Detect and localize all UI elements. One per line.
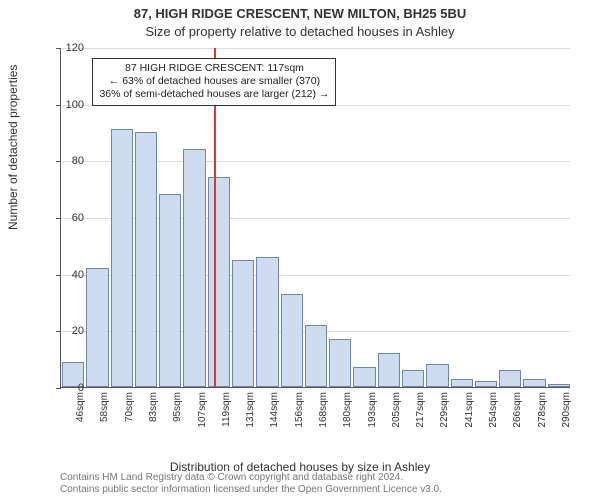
ytick-mark bbox=[56, 331, 61, 332]
xtick-label: 58sqm bbox=[99, 392, 110, 422]
gridline bbox=[61, 48, 570, 49]
histogram-bar bbox=[548, 384, 570, 387]
xtick-label: 70sqm bbox=[124, 392, 135, 422]
histogram-bar bbox=[208, 177, 230, 387]
xtick-label: 229sqm bbox=[439, 392, 450, 428]
ytick-mark bbox=[56, 275, 61, 276]
xtick-label: 107sqm bbox=[197, 392, 208, 428]
histogram-bar bbox=[353, 367, 375, 387]
annotation-line-3: 36% of semi-detached houses are larger (… bbox=[99, 88, 329, 101]
ytick-label: 20 bbox=[72, 325, 84, 337]
xtick-label: 266sqm bbox=[512, 392, 523, 428]
histogram-bar bbox=[86, 268, 108, 387]
histogram-bar bbox=[329, 339, 351, 387]
ytick-label: 120 bbox=[66, 42, 84, 54]
histogram-bar bbox=[281, 294, 303, 388]
xtick-label: 168sqm bbox=[318, 392, 329, 428]
xtick-label: 180sqm bbox=[342, 392, 353, 428]
histogram-bar bbox=[183, 149, 205, 387]
histogram-bar bbox=[426, 364, 448, 387]
ytick-mark bbox=[56, 105, 61, 106]
annotation-box: 87 HIGH RIDGE CRESCENT: 117sqm← 63% of d… bbox=[92, 58, 336, 105]
xtick-label: 278sqm bbox=[537, 392, 548, 428]
chart-title-desc: Size of property relative to detached ho… bbox=[0, 24, 600, 39]
footnote-line-2: Contains public sector information licen… bbox=[60, 484, 442, 496]
ytick-label: 60 bbox=[72, 212, 84, 224]
histogram-bar bbox=[378, 353, 400, 387]
xtick-label: 156sqm bbox=[294, 392, 305, 428]
xtick-label: 241sqm bbox=[464, 392, 475, 428]
footnote-line-1: Contains HM Land Registry data © Crown c… bbox=[60, 472, 442, 484]
chart-area: 87 HIGH RIDGE CRESCENT: 117sqm← 63% of d… bbox=[60, 48, 570, 420]
histogram-bar bbox=[523, 379, 545, 388]
xtick-label: 119sqm bbox=[221, 392, 232, 427]
xtick-label: 217sqm bbox=[415, 392, 426, 428]
xtick-label: 290sqm bbox=[561, 392, 572, 428]
histogram-bar bbox=[402, 370, 424, 387]
histogram-bar bbox=[305, 325, 327, 387]
y-axis-label: Number of detached properties bbox=[6, 65, 20, 230]
ytick-label: 0 bbox=[78, 382, 84, 394]
histogram-bar bbox=[475, 381, 497, 387]
ytick-mark bbox=[56, 161, 61, 162]
histogram-bar bbox=[499, 370, 521, 387]
ytick-mark bbox=[56, 388, 61, 389]
xtick-label: 205sqm bbox=[391, 392, 402, 428]
ytick-label: 80 bbox=[72, 155, 84, 167]
xtick-label: 95sqm bbox=[172, 392, 183, 422]
histogram-bar bbox=[451, 379, 473, 388]
chart-title-address: 87, HIGH RIDGE CRESCENT, NEW MILTON, BH2… bbox=[0, 6, 600, 21]
ytick-label: 100 bbox=[66, 99, 84, 111]
histogram-bar bbox=[256, 257, 278, 387]
xtick-label: 131sqm bbox=[245, 392, 256, 428]
xtick-label: 193sqm bbox=[367, 392, 378, 428]
annotation-line-1: 87 HIGH RIDGE CRESCENT: 117sqm bbox=[99, 62, 329, 75]
histogram-bar bbox=[159, 194, 181, 387]
footnote: Contains HM Land Registry data © Crown c… bbox=[60, 472, 442, 496]
annotation-line-2: ← 63% of detached houses are smaller (37… bbox=[99, 75, 329, 88]
xtick-label: 254sqm bbox=[488, 392, 499, 428]
ytick-mark bbox=[56, 218, 61, 219]
ytick-label: 40 bbox=[72, 269, 84, 281]
plot-region: 87 HIGH RIDGE CRESCENT: 117sqm← 63% of d… bbox=[60, 48, 570, 388]
ytick-mark bbox=[56, 48, 61, 49]
xtick-label: 46sqm bbox=[75, 392, 86, 422]
xtick-label: 144sqm bbox=[269, 392, 280, 428]
histogram-bar bbox=[135, 132, 157, 387]
xtick-label: 83sqm bbox=[148, 392, 159, 422]
histogram-bar bbox=[232, 260, 254, 388]
histogram-bar bbox=[111, 129, 133, 387]
